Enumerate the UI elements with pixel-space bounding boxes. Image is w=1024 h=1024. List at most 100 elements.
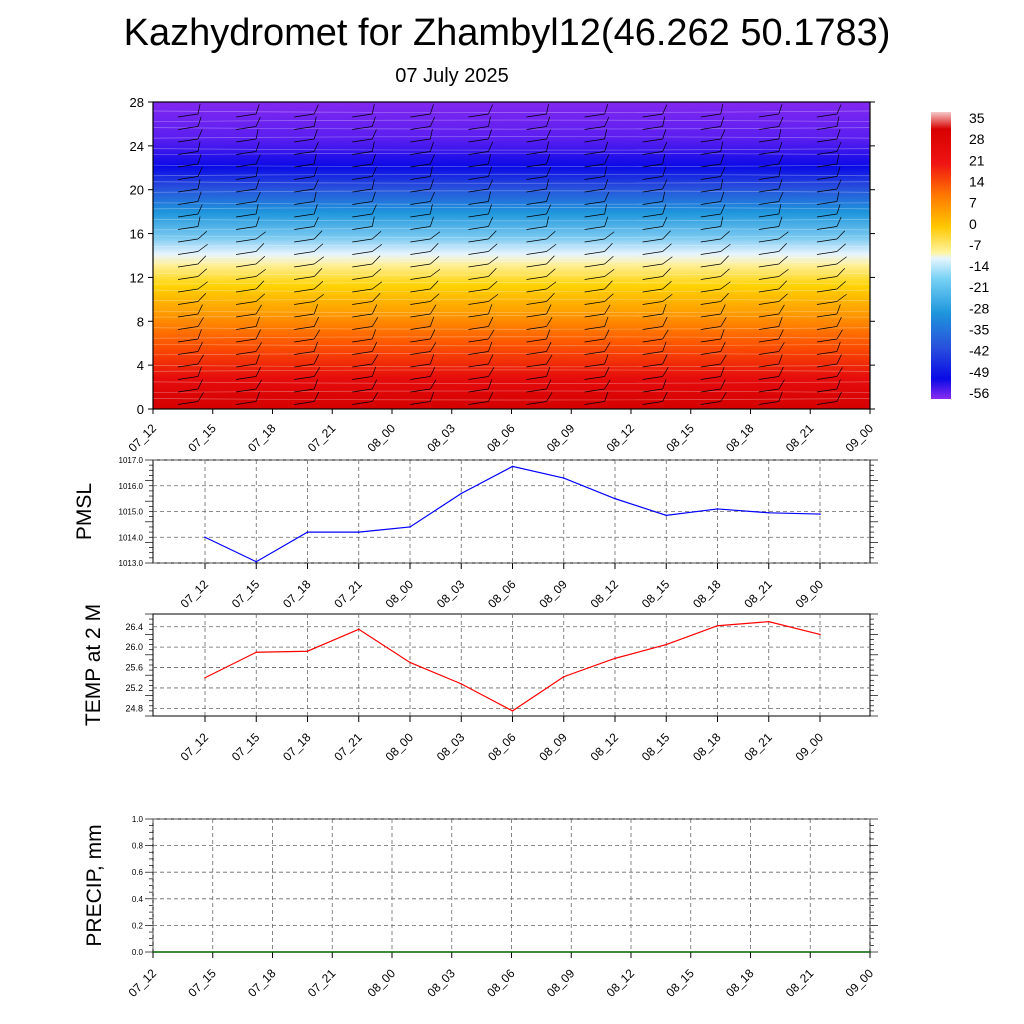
wind-barb [468,230,497,243]
x-tick-label: 07_21 [305,966,339,1000]
wind-barb [236,204,259,218]
wind-barb [294,230,323,243]
wind-barb [294,116,317,130]
wind-barb [526,255,555,268]
y-tick-label: 25.6 [125,663,143,673]
wind-barb [584,231,615,243]
wind-barb [410,179,434,193]
wind-barb [816,341,841,355]
wind-barb [177,216,201,230]
colorbar-label: -7 [969,237,982,253]
wind-barb [352,281,383,293]
wind-barb [642,268,671,280]
y-tick-label: 1014.0 [119,533,144,542]
wind-barb [584,154,610,168]
wind-barb [642,179,668,193]
wind-barb [177,191,202,205]
wind-barb [410,342,437,355]
wind-barb [236,342,262,355]
wind-barb [816,316,842,330]
contour-line [152,352,871,356]
wind-barb [526,341,552,355]
y-tick-label: 1013.0 [119,559,144,568]
wind-barb [758,255,788,268]
wind-barb [642,243,672,255]
contour-line [152,148,871,151]
contour-line [152,381,871,384]
contour-line [152,315,871,318]
wind-barb [352,243,383,255]
wind-barb [352,216,375,230]
wind-barb [642,154,666,168]
wind-barb [468,216,494,230]
wind-barb [758,154,784,168]
y-tick-label: 1016.0 [119,482,144,491]
temp-ylabel: TEMP at 2 M [82,604,105,726]
wind-barb [700,141,724,155]
wind-barb [294,391,320,405]
pmsl-point [409,526,411,528]
wind-barb [526,230,556,243]
x-tick-label: 08_15 [639,730,673,764]
pmsl-point [767,511,770,514]
wind-barb [642,116,666,130]
x-tick-label: 08_21 [783,421,817,455]
wind-barb [816,268,846,280]
x-tick-label: 08_18 [690,577,724,611]
pmsl-point [306,531,309,533]
wind-barb [468,329,495,343]
wind-barb [177,141,201,155]
wind-barb [758,379,785,393]
wind-barb [468,191,491,205]
pmsl-point [819,513,821,515]
wind-barb [700,179,724,193]
wind-barb [410,141,434,155]
wind-barb [642,391,668,405]
wind-barb [584,316,609,330]
wind-barb [236,354,260,368]
wind-barb [642,304,667,318]
x-tick-label: 09_00 [843,966,877,1000]
wind-barb [177,317,204,330]
wind-barb [758,280,787,293]
wind-barb [468,129,492,143]
wind-barb [294,104,319,118]
wind-barb [700,230,730,243]
x-tick-label: 08_12 [604,421,638,455]
wind-barb [294,191,317,205]
wind-barb [352,317,379,330]
wind-barb [410,104,434,118]
wind-barb [177,354,204,368]
x-tick-label: 08_00 [383,577,417,611]
wind-barb [642,280,672,293]
wind-barb [468,280,498,293]
wind-barb [294,379,318,393]
x-tick-label: 08_09 [536,730,570,764]
contour-line [152,369,871,372]
x-tick-label: 08_06 [485,730,519,764]
temp-point [562,675,565,678]
wind-barb [468,256,499,268]
wind-barb [468,204,492,218]
y-tick-label: 16 [130,227,144,242]
wind-barb [642,141,668,155]
wind-barb [700,329,725,343]
y-tick-label: 26.4 [125,622,143,632]
wind-barb [584,204,608,218]
x-tick-label: 07_15 [229,577,263,611]
wind-barb [236,216,260,230]
wind-barb [236,255,266,268]
contour-line [152,244,871,247]
wind-barb [758,191,784,205]
wind-barb [758,104,783,118]
precip-ylabel: PRECIP, mm [83,824,106,946]
wind-barb [816,243,846,255]
colorbar-label: 21 [969,152,985,168]
wind-barb [236,304,262,318]
temp-point [716,624,719,627]
wind-barb [816,179,842,193]
colorbar-label: 28 [969,131,985,147]
y-tick-label: 1.0 [132,815,144,824]
wind-barb [410,216,434,230]
wind-barb [236,316,260,330]
